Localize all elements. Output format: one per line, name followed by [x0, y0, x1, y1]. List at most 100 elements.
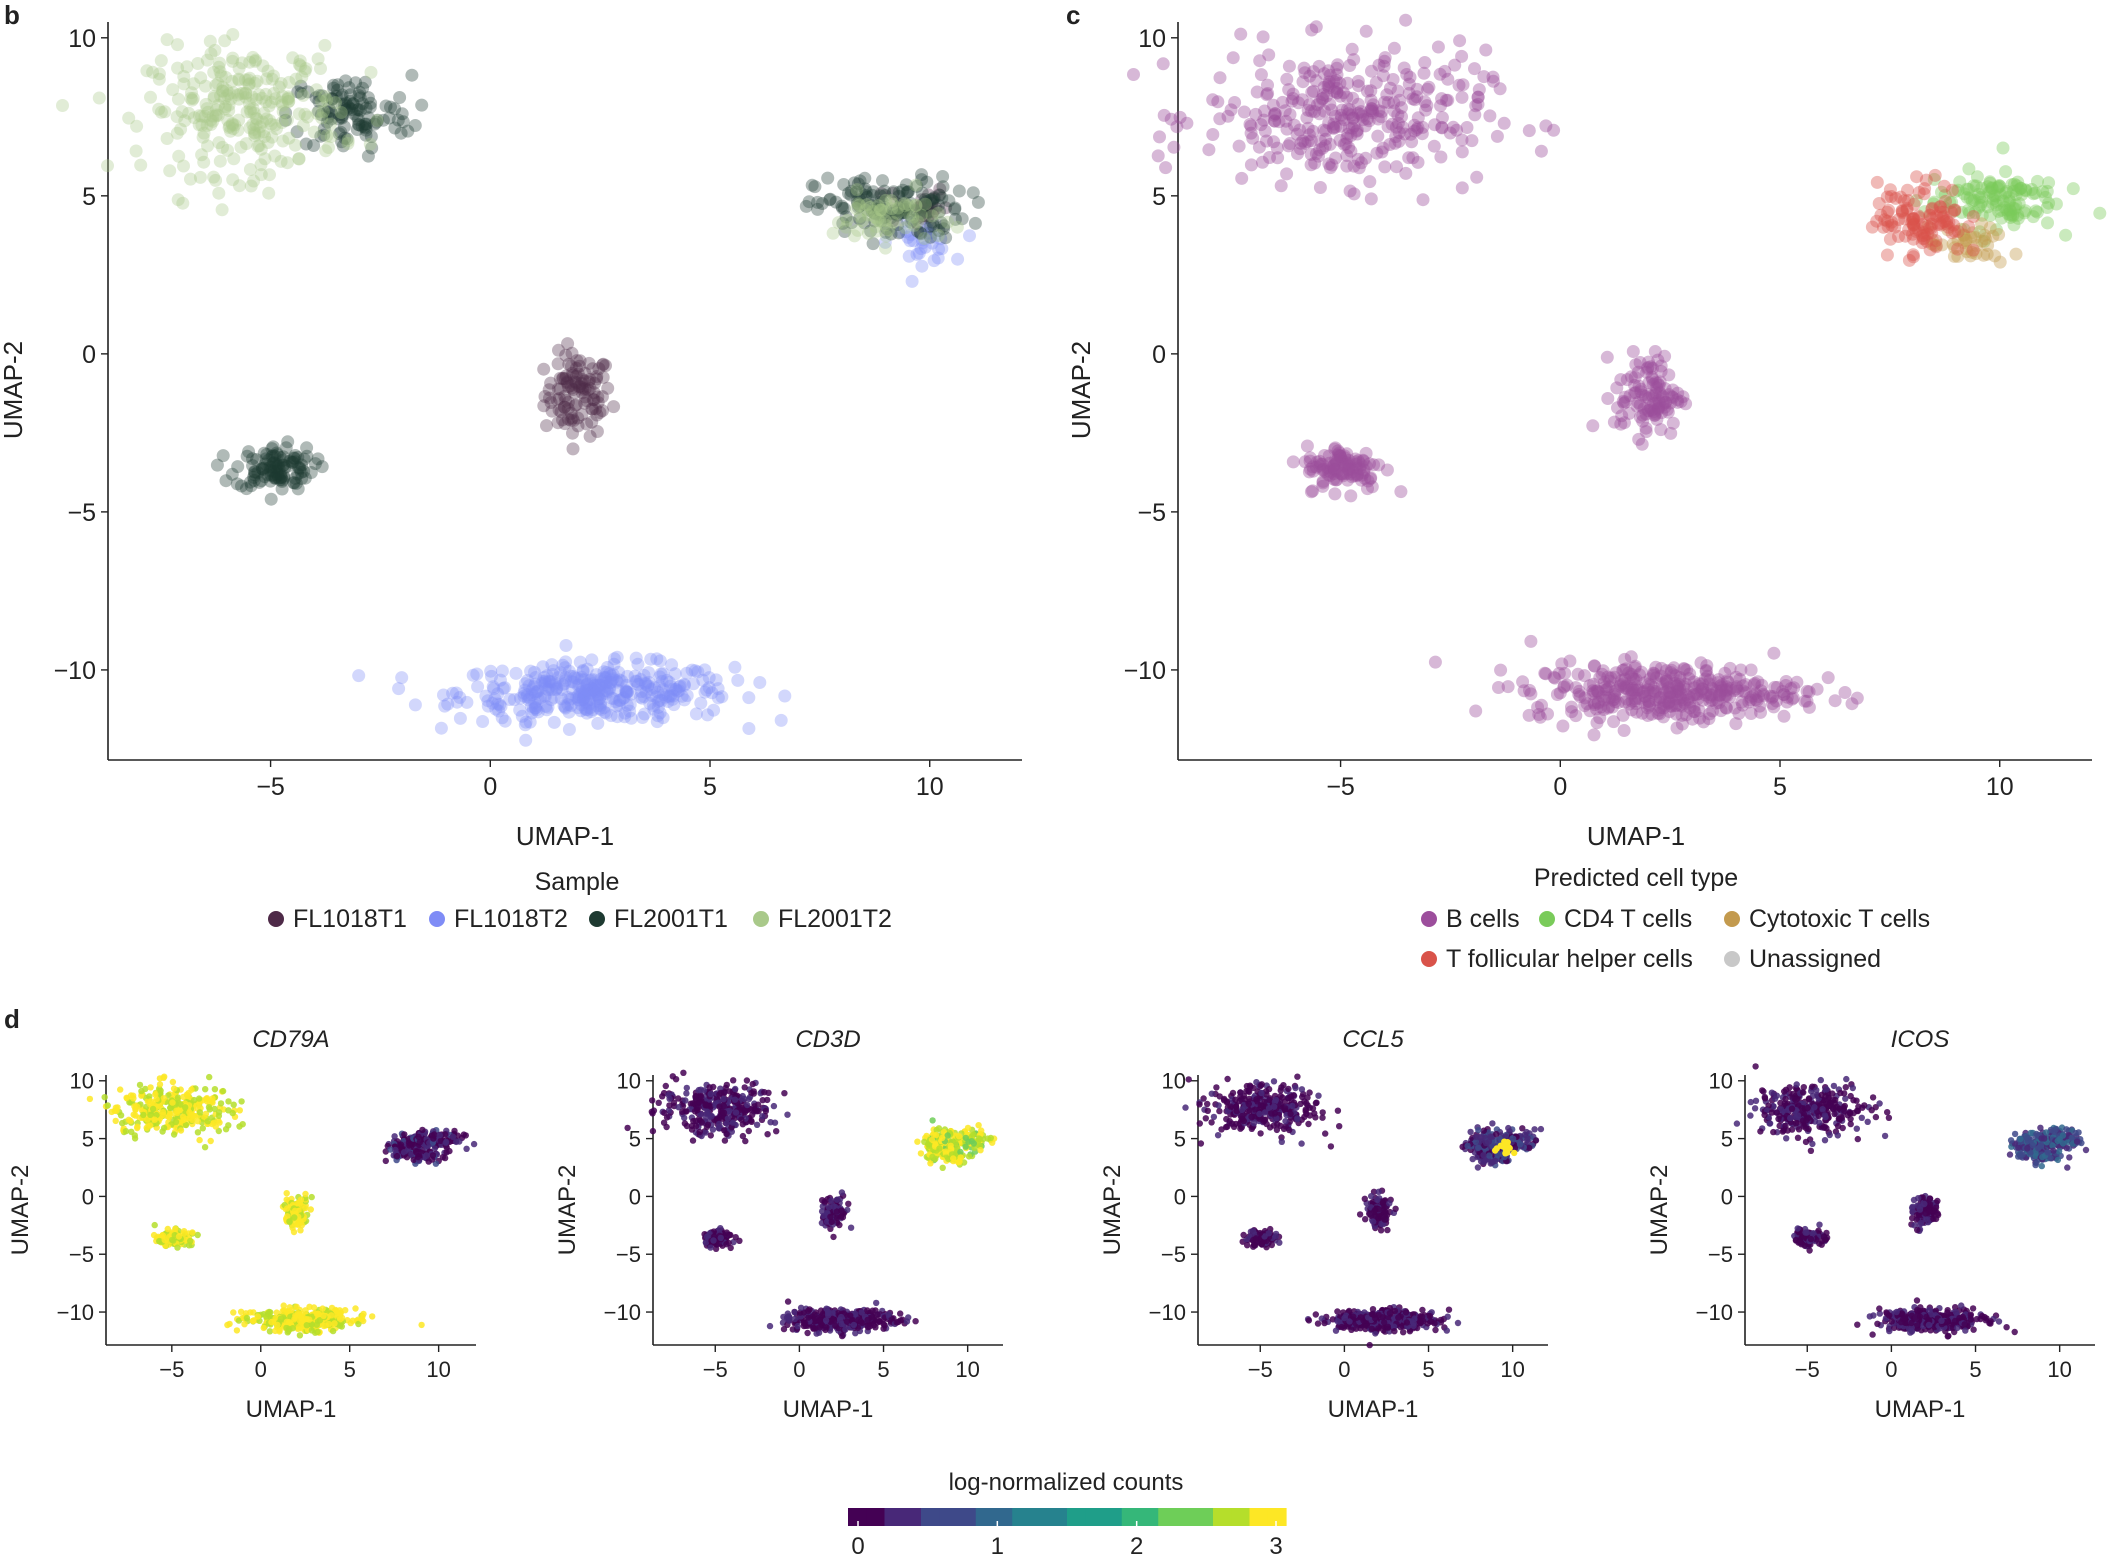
data-point [847, 1224, 855, 1231]
data-point [730, 1077, 737, 1084]
data-point [1501, 1138, 1508, 1145]
data-point [1775, 1115, 1782, 1123]
legend-label: Unassigned [1749, 945, 1881, 973]
data-point [1274, 1121, 1281, 1128]
data-point [1256, 1229, 1264, 1237]
data-point [833, 1196, 841, 1203]
data-point [1374, 1196, 1381, 1204]
data-point [1921, 1200, 1928, 1208]
data-point [291, 1207, 299, 1215]
data-point [1757, 1128, 1764, 1135]
data-point [2063, 1126, 2070, 1133]
data-point [830, 1203, 837, 1210]
panel-d-gene-expression: d CD79A−5 0 5 10−10−50510UMAP-1UMAP-2CD3D−5… [4, 1004, 2095, 1560]
data-point [1334, 1317, 1341, 1325]
data-point [131, 1135, 139, 1142]
legend-item: FL1018T2 [429, 905, 568, 933]
data-point [1761, 1093, 1769, 1101]
data-point [291, 1316, 298, 1323]
data-point [308, 1327, 315, 1334]
data-point [680, 1069, 687, 1077]
data-point [329, 1327, 337, 1335]
data-point [174, 1094, 182, 1101]
data-point [666, 1102, 673, 1109]
data-point [1334, 1107, 1342, 1114]
x-axis-label: UMAP-1 [1328, 1396, 1419, 1423]
data-point [161, 1073, 168, 1080]
data-point [770, 1102, 778, 1110]
data-point [2038, 1162, 2046, 1170]
data-point [925, 1141, 932, 1148]
data-point [1874, 1320, 1881, 1328]
data-point [1244, 1242, 1251, 1249]
data-point [1276, 1239, 1283, 1246]
data-point [2035, 1145, 2042, 1152]
data-point [196, 1136, 203, 1144]
y-axis-label: UMAP-2 [0, 341, 28, 439]
data-point [187, 1237, 194, 1245]
data-point [179, 1113, 187, 1121]
data-point [720, 1109, 728, 1116]
data-point [2011, 1328, 2018, 1336]
data-point [1258, 1241, 1266, 1248]
data-point [442, 1139, 449, 1146]
data-point [649, 1127, 657, 1135]
data-point [1400, 1329, 1407, 1336]
data-point [1268, 1110, 1275, 1117]
data-point [784, 1298, 792, 1305]
data-point [397, 1141, 405, 1148]
data-point [720, 1095, 727, 1103]
data-point [717, 1225, 724, 1232]
x-tick-label: 5 [1422, 1357, 1434, 1382]
data-point [151, 1116, 158, 1123]
data-point [237, 1308, 245, 1316]
y-tick-label: 5 [82, 1127, 94, 1152]
data-point [211, 1105, 218, 1113]
data-point [2027, 1137, 2035, 1144]
data-point [1922, 1210, 1929, 1217]
data-point [1526, 1144, 1533, 1152]
data-point [819, 1197, 826, 1204]
data-point [302, 1205, 309, 1212]
data-point [1884, 1109, 1891, 1116]
data-point [1973, 1315, 1981, 1323]
data-point [283, 1205, 291, 1212]
data-point [1781, 1100, 1789, 1107]
x-tick-label: 0 [1338, 1357, 1350, 1382]
data-point [1809, 1140, 1816, 1148]
data-point [977, 1147, 984, 1154]
data-point [1475, 1144, 1482, 1152]
data-point [235, 1317, 243, 1324]
data-point [1474, 1164, 1482, 1171]
data-point [797, 1304, 805, 1312]
data-point [288, 1307, 295, 1314]
data-point [177, 1127, 185, 1134]
data-point [1371, 1208, 1378, 1215]
data-point [1934, 1197, 1941, 1205]
data-point [692, 1123, 700, 1130]
data-point [182, 1104, 189, 1111]
y-tick-label: 0 [82, 1184, 94, 1209]
data-point [320, 1312, 327, 1320]
legend-title: Sample [535, 868, 620, 896]
data-point [932, 1131, 940, 1139]
data-point [1282, 1118, 1289, 1125]
x-axis-label: UMAP-1 [783, 1396, 874, 1423]
data-point [1967, 1311, 1975, 1318]
data-point [1876, 1100, 1883, 1107]
data-point [313, 1310, 321, 1318]
data-point [443, 1149, 450, 1156]
data-point [1987, 1320, 1994, 1327]
data-point [2075, 1129, 2082, 1136]
data-point [175, 1233, 183, 1240]
data-point [697, 1093, 705, 1100]
legend-item: CD4 T cells [1539, 905, 1692, 933]
data-point [1185, 1076, 1192, 1083]
data-point [1819, 1106, 1826, 1113]
y-tick-label: 10 [1709, 1069, 1733, 1094]
data-point [1510, 1135, 1517, 1143]
data-point [182, 1121, 190, 1129]
data-point [780, 1325, 788, 1333]
data-point [1820, 1124, 1828, 1131]
data-point [108, 1108, 115, 1116]
